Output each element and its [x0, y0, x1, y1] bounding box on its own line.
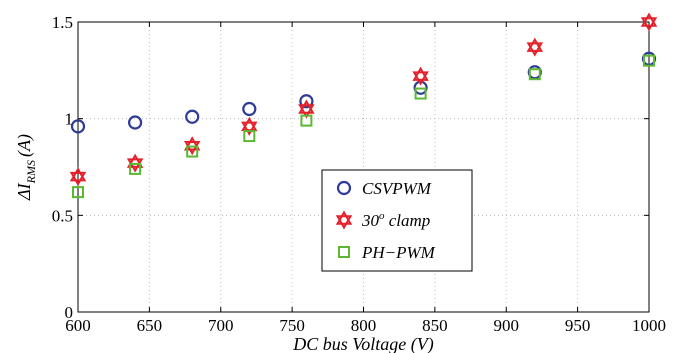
legend: CSVPWM 30o clamp PH−PWM [321, 169, 473, 272]
y-tick-label: 0 [65, 303, 74, 322]
y-axis-label: ΔIRMS (A) [14, 134, 38, 201]
data-point-square [414, 87, 427, 100]
data-point-star [183, 136, 201, 156]
data-point-square [186, 145, 199, 158]
x-tick-label: 600 [65, 316, 91, 335]
x-tick-label: 1000 [632, 316, 666, 335]
data-point-star [298, 99, 315, 119]
legend-marker-square [338, 246, 350, 258]
x-tick-label: 650 [137, 316, 163, 335]
y-axis-label-suffix: (A) [14, 134, 35, 157]
data-point-star [526, 37, 544, 57]
data-point-star [412, 66, 429, 86]
data-point-square [129, 162, 142, 175]
grid [78, 22, 649, 312]
y-axis-label-prefix: ΔI [14, 182, 34, 201]
markers [69, 12, 658, 199]
x-tick-label: 850 [422, 316, 448, 335]
data-point-square [643, 54, 655, 67]
tick-labels: 600 650 700 750 800 850 900 950 1000 0 0.5 1 1.5 [52, 13, 666, 335]
legend-label-30-clamp-base: 30 [361, 211, 380, 230]
data-point-circle [299, 94, 314, 109]
y-tick-label: 1.5 [52, 13, 73, 32]
x-tick-label: 700 [208, 316, 234, 335]
data-point-star [126, 153, 144, 173]
x-tick-label: 900 [494, 316, 520, 335]
data-point-star [640, 12, 658, 32]
legend-markers [335, 180, 353, 258]
data-point-square [243, 130, 256, 143]
data-point-square [528, 68, 541, 81]
data-point-circle [185, 109, 200, 124]
data-point-square [72, 186, 84, 199]
data-point-star [69, 167, 87, 187]
y-tick-label: 0.5 [52, 206, 73, 225]
x-tick-label: 800 [351, 316, 377, 335]
ticks [77, 21, 650, 313]
legend-marker-star [335, 210, 353, 230]
legend-label-30-clamp-rest: clamp [385, 211, 431, 230]
legend-label-csvpwm: CSVPWM [362, 179, 432, 198]
legend-label-30-clamp-superscript: o [379, 210, 385, 222]
x-tick-label: 950 [565, 316, 591, 335]
data-point-circle [70, 119, 86, 134]
x-axis-label: DC bus Voltage (V) [292, 334, 433, 353]
legend-label-ph-pwm: PH−PWM [361, 243, 436, 262]
x-tick-label: 750 [279, 316, 305, 335]
data-point-circle [128, 115, 143, 130]
y-axis-label-subscript: RMS [24, 160, 38, 184]
legend-label-30-clamp: 30o clamp [361, 210, 430, 230]
y-tick-label: 1 [65, 110, 74, 129]
data-point-circle [242, 101, 257, 117]
legend-marker-circle [336, 180, 352, 196]
data-point-square [300, 114, 313, 127]
